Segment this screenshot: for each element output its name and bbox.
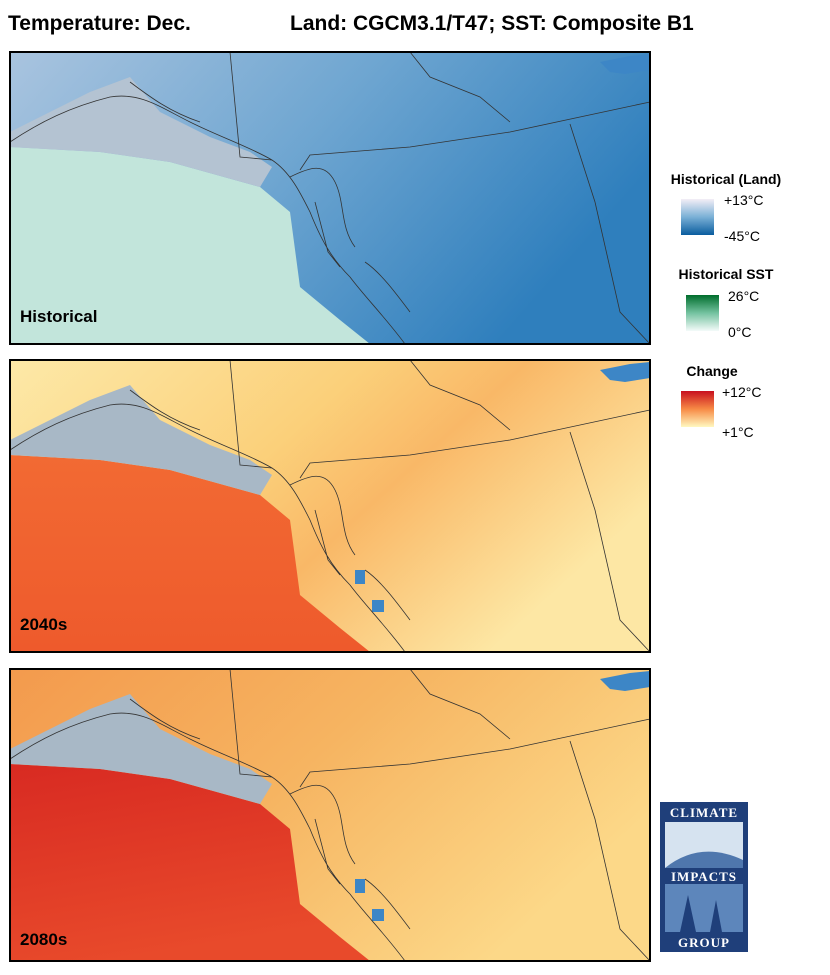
legend-label: +13°C [724,192,763,208]
legend-label: 26°C [728,288,759,304]
map-panel: 2040s [9,359,651,653]
legend-label: 0°C [728,324,752,340]
legend-label: +1°C [722,424,754,440]
legend-title: Historical SST [679,266,774,282]
legend-title: Historical (Land) [671,171,781,187]
panel-label: 2040s [20,615,67,634]
logo-text: CLIMATE [670,805,738,820]
map-panel: Historical [9,51,651,345]
legend: Historical (Land) +13°C -45°C Historical… [671,171,781,440]
panel-label: 2080s [20,930,67,949]
legend-label: +12°C [722,384,761,400]
logo-text: IMPACTS [671,869,737,884]
title: Temperature: Dec. [8,12,191,35]
logo-text: GROUP [678,935,730,950]
map-panel: 2080s [9,668,651,962]
subtitle: Land: CGCM3.1/T47; SST: Composite B1 [290,12,694,35]
panel-label: Historical [20,307,97,326]
logo: CLIMATE IMPACTS GROUP [660,802,748,952]
legend-label: -45°C [724,228,760,244]
legend-title: Change [686,363,738,379]
